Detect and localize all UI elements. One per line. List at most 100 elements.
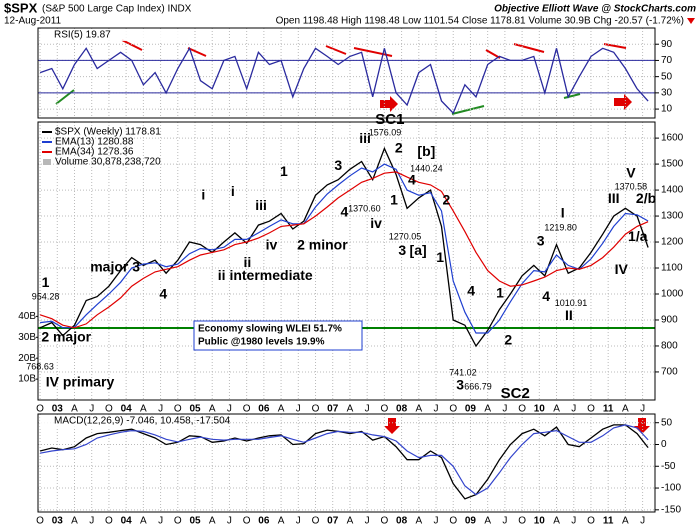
annotation: 1370.58 — [615, 181, 648, 191]
x-tick-label: J — [365, 516, 370, 527]
x-tick-label: J — [89, 516, 94, 527]
trend-line — [485, 49, 501, 59]
annotation: 2 major — [41, 329, 91, 345]
title-bg — [40, 415, 190, 427]
x-tick-label: J — [640, 404, 645, 415]
series-line — [39, 146, 649, 348]
y-tick-label: 1300 — [661, 211, 684, 222]
x-tick-label: A — [415, 404, 422, 415]
y-tick-label: 700 — [661, 367, 678, 378]
x-tick-label: O — [380, 516, 388, 527]
panel-frame — [37, 27, 656, 119]
annotation: 2 — [395, 140, 403, 156]
annotation: I — [561, 205, 565, 221]
x-tick-label: 03 — [52, 404, 64, 415]
y2-tick-label: 40B — [18, 311, 36, 322]
x-tick-label: J — [502, 404, 507, 415]
annotation: 1370.60 — [348, 203, 381, 213]
x-tick-label: 10 — [534, 516, 546, 527]
annotation: 1 — [390, 192, 398, 208]
annotation: 954.28 — [32, 291, 60, 301]
x-tick-label: A — [622, 404, 629, 415]
legend-label: Volume 30,878,238,720 — [55, 157, 161, 168]
annotation: iv — [266, 237, 278, 253]
down-arrow — [687, 18, 695, 24]
x-tick-label: J — [502, 516, 507, 527]
arrow — [634, 418, 650, 434]
annotation: 4 — [467, 283, 475, 299]
legend-swatch — [43, 159, 51, 165]
annotation: 1270.05 — [389, 231, 422, 241]
annotation: 2/b — [636, 190, 656, 206]
annotation: SC1 — [375, 111, 404, 128]
x-tick-label: 04 — [121, 516, 133, 527]
date: 12-Aug-2011 — [4, 16, 62, 27]
annotation: 1440.24 — [410, 163, 443, 173]
annotation: II — [565, 307, 573, 323]
symbol: $SPX — [4, 0, 38, 15]
x-tick-label: J — [571, 516, 576, 527]
y-tick-label: 90 — [661, 39, 673, 50]
note-text: Public @1980 levels 19.9% — [198, 337, 325, 348]
series-line — [39, 171, 649, 329]
x-tick-label: 11 — [603, 516, 614, 527]
x-tick-label: J — [434, 516, 439, 527]
y-tick-label: 1500 — [661, 159, 684, 170]
y-tick-label: 900 — [661, 315, 678, 326]
annotation: 3 — [537, 233, 545, 249]
annotation: 1 — [496, 285, 504, 301]
y-tick-label: 30 — [661, 88, 673, 99]
x-tick-label: J — [571, 404, 576, 415]
x-tick-label: O — [36, 404, 44, 415]
panel-frame — [37, 121, 656, 401]
y-tick-label: 1400 — [661, 185, 684, 196]
y-tick-label: 800 — [661, 341, 678, 352]
annotation: ii — [243, 254, 251, 270]
y-tick-label: -100 — [661, 483, 681, 494]
trend-line — [513, 43, 545, 53]
annotation: 1 — [436, 249, 444, 265]
annotation: iii — [359, 130, 371, 146]
arrow — [384, 418, 400, 434]
x-tick-label: J — [640, 516, 645, 527]
x-tick-label: 05 — [189, 404, 201, 415]
annotation: ii intermediate — [218, 267, 313, 283]
x-tick-label: A — [278, 404, 285, 415]
annotation: 2 minor — [297, 237, 348, 253]
x-tick-label: A — [347, 516, 354, 527]
x-tick-label: 07 — [327, 516, 339, 527]
y-tick-label: 1100 — [661, 263, 683, 274]
x-tick-label: A — [347, 404, 354, 415]
panel-title: RSI(5) 19.87 — [54, 30, 111, 41]
annotation: 1 — [42, 274, 50, 290]
x-tick-label: J — [158, 516, 163, 527]
annotation: 3 — [398, 242, 406, 258]
annotation: SC2 — [501, 385, 530, 402]
annotation: 3 — [334, 157, 342, 173]
x-tick-label: 09 — [465, 516, 477, 527]
title-bg — [40, 29, 190, 41]
y-tick-label: 0 — [661, 439, 667, 450]
annotation: 1 — [280, 163, 288, 179]
y-tick-label: 50 — [661, 417, 673, 428]
annotation: 3 — [456, 377, 464, 393]
legend-label: EMA(34) 1278.36 — [55, 147, 134, 158]
annotation: 4 — [159, 286, 167, 302]
x-tick-label: 06 — [258, 404, 270, 415]
annotation: V — [626, 165, 636, 181]
x-tick-label: O — [312, 404, 320, 415]
trend-line — [187, 47, 207, 57]
y-tick-label: 1200 — [661, 237, 684, 248]
x-tick-label: A — [140, 516, 147, 527]
x-tick-label: A — [71, 516, 78, 527]
annotation: 768.63 — [26, 361, 54, 371]
trend-line — [603, 43, 627, 49]
x-tick-label: 05 — [189, 516, 201, 527]
annotation: III — [608, 190, 620, 206]
x-tick-label: O — [449, 404, 457, 415]
x-tick-label: A — [209, 516, 216, 527]
x-tick-label: 06 — [258, 516, 270, 527]
series-line — [40, 163, 649, 334]
x-tick-label: 03 — [52, 516, 64, 527]
